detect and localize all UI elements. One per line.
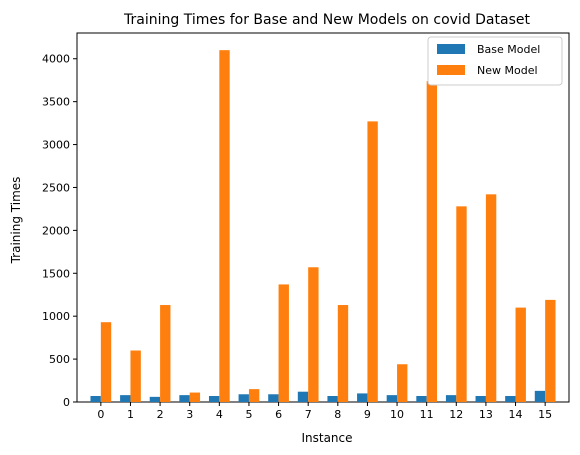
bars	[90, 50, 556, 403]
legend-swatch-base-model	[437, 44, 465, 54]
x-tick-label-9: 9	[364, 408, 371, 421]
bar-base-model-8	[327, 395, 338, 402]
x-tick-label-6: 6	[275, 408, 282, 421]
bar-new-model-10	[397, 364, 408, 402]
x-tick-label-13: 13	[479, 408, 493, 421]
y-tick-label-3000: 3000	[42, 139, 70, 152]
y-tick-label-0: 0	[63, 396, 70, 409]
y-axis-label: Training Times	[9, 177, 23, 265]
y-tick-label-2500: 2500	[42, 181, 70, 194]
bar-base-model-7	[297, 391, 309, 402]
bar-new-model-11	[426, 81, 438, 402]
x-tick-label-7: 7	[305, 408, 312, 421]
bar-new-model-4	[219, 50, 230, 403]
x-tick-label-15: 15	[538, 408, 552, 421]
bar-new-model-13	[485, 194, 497, 402]
legend: Base Model New Model	[427, 36, 563, 86]
y-tick-label-1000: 1000	[42, 310, 70, 323]
x-tick-label-5: 5	[245, 408, 252, 421]
legend-label-new-model: New Model	[477, 64, 538, 77]
bar-base-model-12	[445, 395, 457, 402]
x-tick-label-12: 12	[449, 408, 463, 421]
y-tick-label-4000: 4000	[42, 53, 70, 66]
bar-base-model-5	[238, 394, 249, 402]
bar-base-model-4	[208, 395, 220, 402]
bar-new-model-3	[189, 392, 201, 402]
plot-area	[76, 32, 570, 403]
bar-new-model-12	[456, 206, 467, 402]
bar-new-model-14	[515, 307, 526, 402]
bar-base-model-9	[357, 393, 368, 402]
bar-new-model-2	[160, 305, 171, 402]
x-tick-label-0: 0	[97, 408, 104, 421]
bar-base-model-13	[475, 395, 486, 402]
bar-base-model-6	[268, 394, 279, 402]
bar-base-model-14	[505, 395, 516, 402]
x-tick-label-14: 14	[509, 408, 523, 421]
bar-base-model-11	[416, 395, 427, 402]
x-tick-label-10: 10	[390, 408, 404, 421]
y-tick-label-1500: 1500	[42, 267, 70, 280]
bar-base-model-1	[120, 395, 131, 402]
legend-swatch-new-model	[437, 65, 465, 75]
axes-frame	[76, 32, 570, 403]
bar-new-model-0	[100, 322, 112, 402]
bar-base-model-0	[90, 395, 101, 402]
x-tick-label-4: 4	[216, 408, 223, 421]
y-tick-label-2000: 2000	[42, 224, 70, 237]
y-axis-ticks: 0 500 1000 1500 2000 2500 3000 3500 4000	[42, 53, 77, 409]
x-tick-label-8: 8	[334, 408, 341, 421]
bar-base-model-3	[179, 395, 190, 402]
x-tick-label-2: 2	[157, 408, 164, 421]
bar-new-model-1	[130, 350, 141, 402]
bar-base-model-2	[149, 396, 161, 402]
x-tick-label-3: 3	[186, 408, 193, 421]
x-axis-label: Instance	[301, 431, 352, 445]
chart-title: Training Times for Base and New Models o…	[123, 12, 530, 28]
bar-new-model-8	[337, 305, 349, 402]
bar-new-model-6	[278, 284, 289, 402]
legend-label-base-model: Base Model	[477, 43, 540, 56]
y-tick-label-500: 500	[49, 353, 70, 366]
y-tick-label-3500: 3500	[42, 96, 70, 109]
bar-base-model-10	[386, 395, 398, 402]
bar-base-model-15	[534, 390, 546, 402]
bar-new-model-5	[248, 389, 260, 402]
x-tick-label-1: 1	[127, 408, 134, 421]
bar-new-model-9	[367, 121, 378, 403]
bar-new-model-7	[308, 267, 319, 402]
x-axis-ticks: 0 1 2 3 4 5 6 7 8 9 10 11 12 13 14 15	[97, 402, 552, 421]
x-tick-label-11: 11	[420, 408, 434, 421]
bar-new-model-15	[545, 299, 556, 402]
